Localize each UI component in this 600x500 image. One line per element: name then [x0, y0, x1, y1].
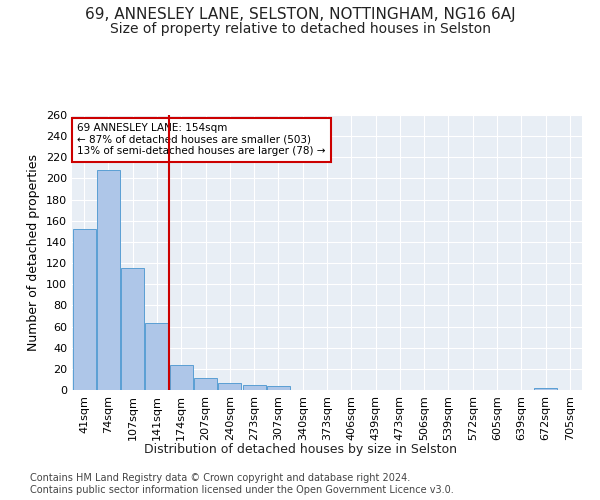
Text: Contains HM Land Registry data © Crown copyright and database right 2024.
Contai: Contains HM Land Registry data © Crown c…: [30, 474, 454, 495]
Y-axis label: Number of detached properties: Number of detached properties: [28, 154, 40, 351]
Bar: [145, 324, 169, 390]
Text: 69, ANNESLEY LANE, SELSTON, NOTTINGHAM, NG16 6AJ: 69, ANNESLEY LANE, SELSTON, NOTTINGHAM, …: [85, 8, 515, 22]
Text: 69 ANNESLEY LANE: 154sqm
← 87% of detached houses are smaller (503)
13% of semi-: 69 ANNESLEY LANE: 154sqm ← 87% of detach…: [77, 123, 326, 156]
Bar: [267, 386, 290, 390]
Bar: [194, 378, 217, 390]
Bar: [242, 384, 266, 390]
Bar: [218, 382, 241, 390]
Bar: [73, 229, 95, 390]
Text: Size of property relative to detached houses in Selston: Size of property relative to detached ho…: [110, 22, 491, 36]
Text: Distribution of detached houses by size in Selston: Distribution of detached houses by size …: [143, 442, 457, 456]
Bar: [97, 170, 120, 390]
Bar: [534, 388, 557, 390]
Bar: [170, 364, 193, 390]
Bar: [121, 268, 144, 390]
